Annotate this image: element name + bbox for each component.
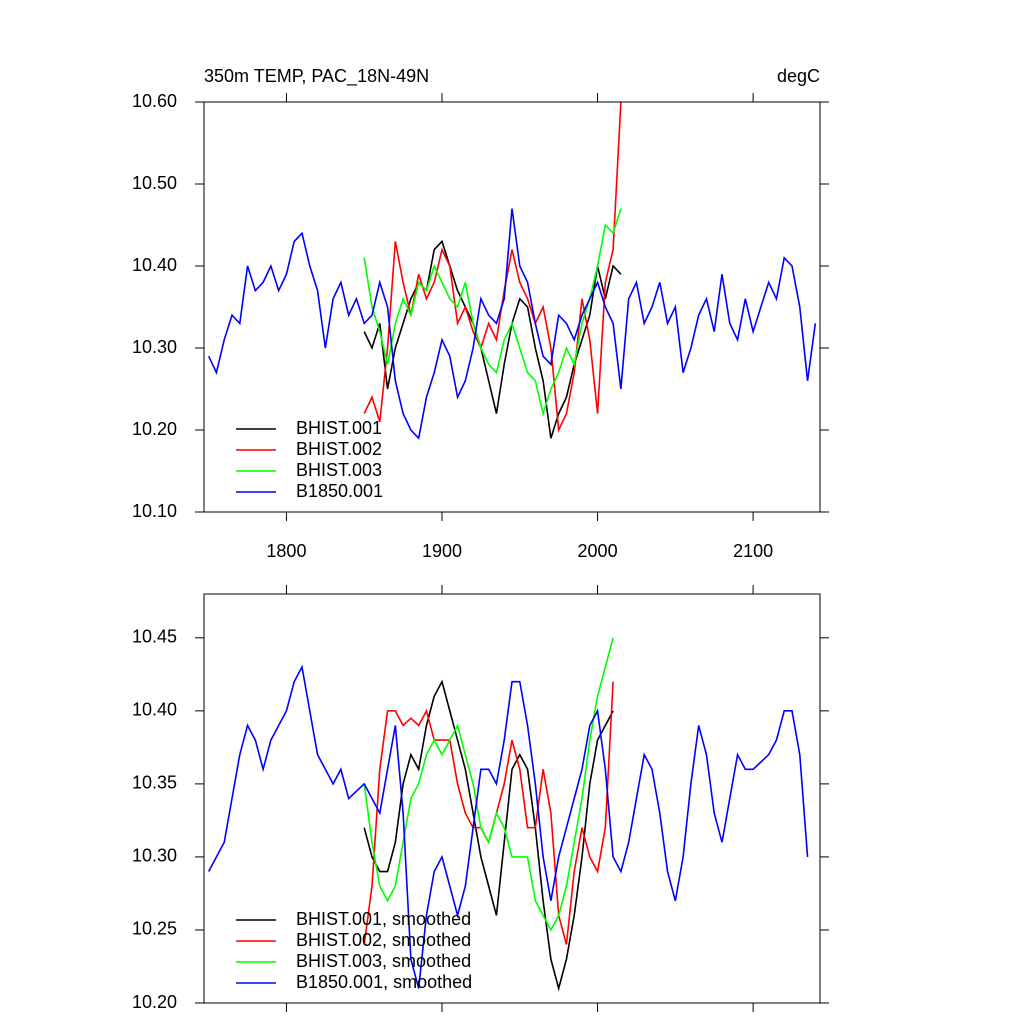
y-tick-label: 10.50 — [132, 173, 177, 193]
chart-title: 350m TEMP, PAC_18N-49N — [204, 66, 429, 87]
y-tick-label: 10.60 — [132, 91, 177, 111]
legend-label: BHIST.001, smoothed — [296, 909, 471, 929]
x-tick-label: 1800 — [266, 541, 306, 561]
legend-label: BHIST.001 — [296, 418, 382, 438]
series-line — [363, 239, 622, 439]
legend-label: B1850.001, smoothed — [296, 972, 472, 992]
y-tick-label: 10.20 — [132, 992, 177, 1012]
legend-label: BHIST.002 — [296, 439, 382, 459]
x-tick-label: 1900 — [422, 541, 462, 561]
y-tick-label: 10.40 — [132, 700, 177, 720]
series-line — [207, 208, 817, 440]
y-tick-label: 10.45 — [132, 627, 177, 647]
y-tick-label: 10.35 — [132, 773, 177, 793]
series-line — [363, 679, 614, 992]
legend-label: BHIST.003 — [296, 460, 382, 480]
series-line — [207, 664, 809, 989]
y-tick-label: 10.30 — [132, 337, 177, 357]
series-line — [363, 637, 614, 932]
series-line — [363, 208, 622, 417]
y-tick-label: 10.25 — [132, 919, 177, 939]
y-tick-label: 10.10 — [132, 501, 177, 521]
x-tick-label: 2100 — [733, 541, 773, 561]
legend-label: B1850.001 — [296, 481, 383, 501]
units-label: degC — [777, 66, 820, 86]
legend-label: BHIST.003, smoothed — [296, 951, 471, 971]
plot-frame — [203, 101, 821, 513]
y-tick-label: 10.30 — [132, 846, 177, 866]
legend-label: BHIST.002, smoothed — [296, 930, 471, 950]
series-line — [363, 102, 622, 433]
x-tick-label: 2000 — [578, 541, 618, 561]
y-tick-label: 10.40 — [132, 255, 177, 275]
y-tick-label: 10.20 — [132, 419, 177, 439]
plot-frame — [203, 593, 821, 1004]
